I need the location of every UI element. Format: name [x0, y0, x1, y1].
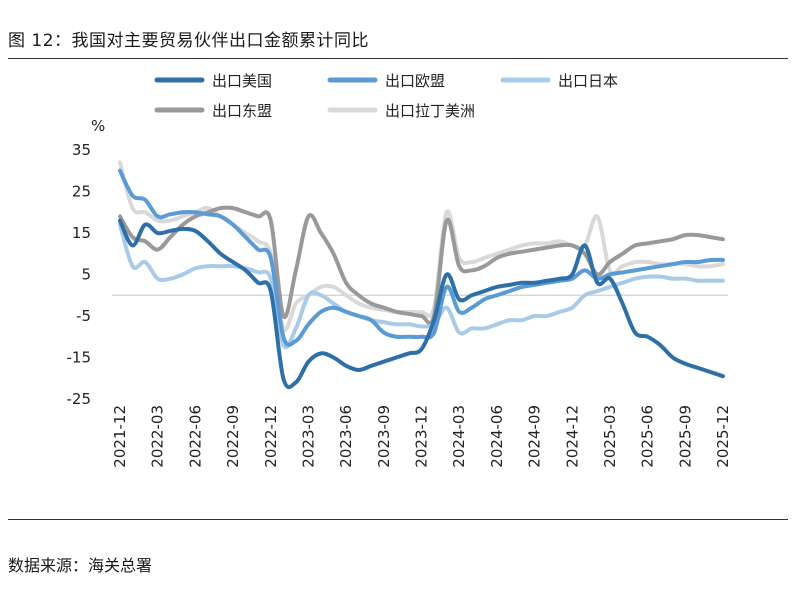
series-line-出口东盟: [118, 205, 725, 326]
legend-label: 出口美国: [212, 72, 272, 90]
x-tick-label: 2022-06: [186, 405, 204, 468]
y-tick-label: -5: [76, 307, 91, 325]
series-line-出口日本: [118, 222, 725, 350]
legend-label: 出口拉丁美洲: [385, 102, 475, 120]
x-tick-label: 2023-03: [299, 405, 317, 468]
x-tick-label: 2022-09: [224, 405, 242, 468]
y-tick-label: 15: [72, 224, 91, 242]
x-tick-label: 2024-03: [450, 405, 468, 468]
y-tick-label: 35: [72, 141, 91, 159]
x-tick-label: 2024-12: [563, 405, 581, 468]
series-line-出口欧盟: [118, 168, 725, 347]
series-layer: [118, 160, 725, 390]
x-tick-label: 2023-12: [413, 405, 431, 468]
x-tick-label: 2021-12: [111, 405, 129, 468]
x-tick-label: 2024-09: [526, 405, 544, 468]
x-tick-label: 2023-06: [337, 405, 355, 468]
y-axis-unit: %: [91, 117, 105, 135]
legend-label: 出口日本: [558, 72, 618, 90]
y-tick-label: 25: [72, 183, 91, 201]
y-axis: 35 25 15 5 -5 -15 -25: [67, 141, 92, 408]
data-source-note: 数据来源：海关总署: [8, 556, 153, 575]
x-tick-label: 2023-09: [375, 405, 393, 468]
figure-title: 图 12：我国对主要贸易伙伴出口金额累计同比: [8, 31, 370, 51]
bottom-divider: [8, 519, 788, 520]
top-divider: [8, 58, 788, 59]
y-tick-label: -25: [67, 390, 92, 408]
y-tick-label: 5: [81, 266, 91, 284]
y-tick-label: -15: [67, 349, 92, 367]
legend-label: 出口东盟: [212, 102, 272, 120]
x-tick-label: 2025-12: [714, 405, 732, 468]
legend-label: 出口欧盟: [385, 72, 445, 90]
x-tick-label: 2025-06: [639, 405, 657, 468]
x-tick-label: 2025-03: [601, 405, 619, 468]
x-tick-label: 2022-03: [149, 405, 167, 468]
x-axis: 2021-12 2022-03 2022-06 2022-09 2022-12 2023-…: [111, 405, 732, 468]
x-tick-label: 2022-12: [262, 405, 280, 468]
series-line-出口美国: [118, 218, 725, 390]
x-tick-label: 2024-06: [488, 405, 506, 468]
x-tick-label: 2025-09: [676, 405, 694, 468]
